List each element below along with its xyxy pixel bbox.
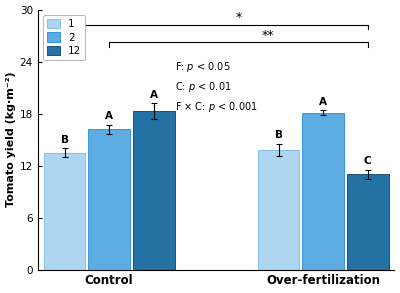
Legend: 1, 2, 12: 1, 2, 12 (43, 15, 86, 60)
Bar (258, 150, 299, 270)
Y-axis label: Tomato yield (kg·m⁻²): Tomato yield (kg·m⁻²) (6, 72, 16, 207)
Text: A: A (105, 111, 113, 121)
Bar (44, 153, 85, 270)
Text: *: * (235, 11, 242, 24)
Bar (88, 129, 130, 270)
Text: A: A (319, 97, 327, 107)
Text: F: $p$ < 0.05
C: $p$ < 0.01
F × C: $p$ < 0.001: F: $p$ < 0.05 C: $p$ < 0.01 F × C: $p$ <… (174, 60, 257, 114)
Text: B: B (60, 135, 68, 145)
Text: A: A (150, 90, 158, 100)
Bar (133, 111, 174, 270)
Text: **: ** (262, 29, 274, 42)
Bar (347, 174, 388, 270)
Text: B: B (274, 130, 282, 140)
Bar (302, 113, 344, 270)
Text: C: C (364, 156, 372, 166)
